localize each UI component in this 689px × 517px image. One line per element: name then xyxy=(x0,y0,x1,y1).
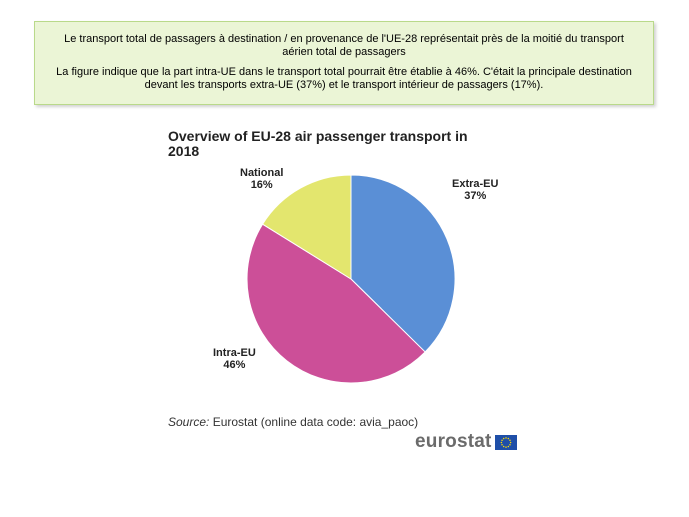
slice-value-national: 16% xyxy=(250,179,273,191)
slice-label-extra-eu: Extra-EU 37% xyxy=(452,178,498,202)
flag-star-icon xyxy=(507,437,509,439)
chart-title: Overview of EU-28 air passenger transpor… xyxy=(168,128,468,159)
slice-name-intra-eu: Intra-EU xyxy=(213,347,256,359)
slice-name-extra-eu: Extra-EU xyxy=(452,178,499,190)
flag-star-icon xyxy=(502,445,505,447)
flag-star-icon xyxy=(500,438,503,441)
eurostat-logo: eurostat xyxy=(415,430,517,454)
slice-value-intra-eu: 46% xyxy=(223,359,246,371)
eurostat-logo-text: eurostat xyxy=(415,431,492,452)
flag-star-icon xyxy=(508,438,511,441)
pie-slice-national xyxy=(261,174,352,280)
source-text: Eurostat (online data code: avia_paoc) xyxy=(212,415,419,429)
flag-star-icon xyxy=(500,441,502,443)
source-line: Source: Eurostat (online data code: avia… xyxy=(168,415,418,429)
slice-label-national: National 16% xyxy=(240,167,283,191)
flag-star-icon xyxy=(504,445,507,448)
pie-slice-extra-eu xyxy=(350,174,456,353)
flag-star-icon xyxy=(504,436,507,439)
flag-star-icon xyxy=(509,441,511,443)
slice-value-extra-eu: 37% xyxy=(464,190,487,202)
flag-star-icon xyxy=(502,437,505,439)
flag-star-icon xyxy=(508,443,511,446)
slice-label-intra-eu: Intra-EU 46% xyxy=(213,347,256,371)
summary-note: Le transport total de passagers à destin… xyxy=(34,21,654,105)
flag-star-icon xyxy=(507,445,509,447)
summary-line-2: La figure indique que la part intra-UE d… xyxy=(56,66,632,91)
slice-name-national: National xyxy=(240,167,284,179)
source-label: Source: xyxy=(168,415,210,429)
summary-line-1: Le transport total de passagers à destin… xyxy=(64,33,624,58)
eu-flag-icon xyxy=(494,434,517,450)
flag-star-icon xyxy=(500,443,503,446)
pie-slice-intra-eu xyxy=(246,223,426,384)
